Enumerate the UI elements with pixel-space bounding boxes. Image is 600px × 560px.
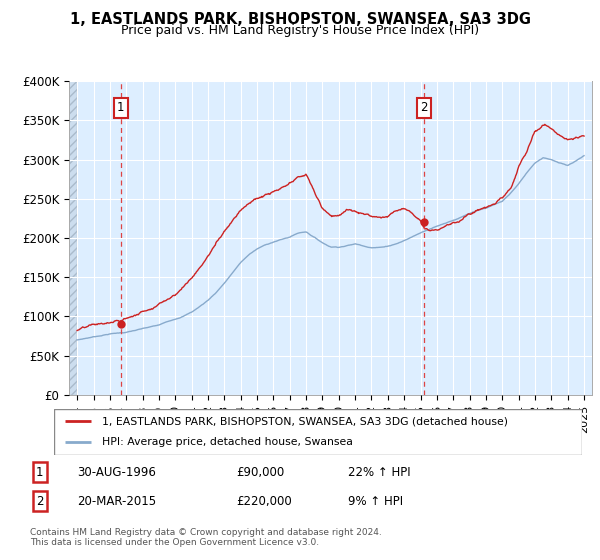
Text: 2: 2: [421, 101, 428, 114]
Text: HPI: Average price, detached house, Swansea: HPI: Average price, detached house, Swan…: [101, 437, 352, 447]
FancyBboxPatch shape: [54, 409, 582, 455]
Text: 1, EASTLANDS PARK, BISHOPSTON, SWANSEA, SA3 3DG: 1, EASTLANDS PARK, BISHOPSTON, SWANSEA, …: [70, 12, 530, 27]
Text: £90,000: £90,000: [236, 465, 284, 479]
Text: 2: 2: [36, 494, 43, 507]
Text: 30-AUG-1996: 30-AUG-1996: [77, 465, 156, 479]
Text: Contains HM Land Registry data © Crown copyright and database right 2024.
This d: Contains HM Land Registry data © Crown c…: [30, 528, 382, 547]
Text: £220,000: £220,000: [236, 494, 292, 507]
Text: 1: 1: [36, 465, 43, 479]
Text: 9% ↑ HPI: 9% ↑ HPI: [347, 494, 403, 507]
Text: 1, EASTLANDS PARK, BISHOPSTON, SWANSEA, SA3 3DG (detached house): 1, EASTLANDS PARK, BISHOPSTON, SWANSEA, …: [101, 416, 508, 426]
Text: 20-MAR-2015: 20-MAR-2015: [77, 494, 156, 507]
Text: 1: 1: [117, 101, 124, 114]
Bar: [69, 81, 77, 395]
Text: 22% ↑ HPI: 22% ↑ HPI: [347, 465, 410, 479]
Text: Price paid vs. HM Land Registry's House Price Index (HPI): Price paid vs. HM Land Registry's House …: [121, 24, 479, 37]
